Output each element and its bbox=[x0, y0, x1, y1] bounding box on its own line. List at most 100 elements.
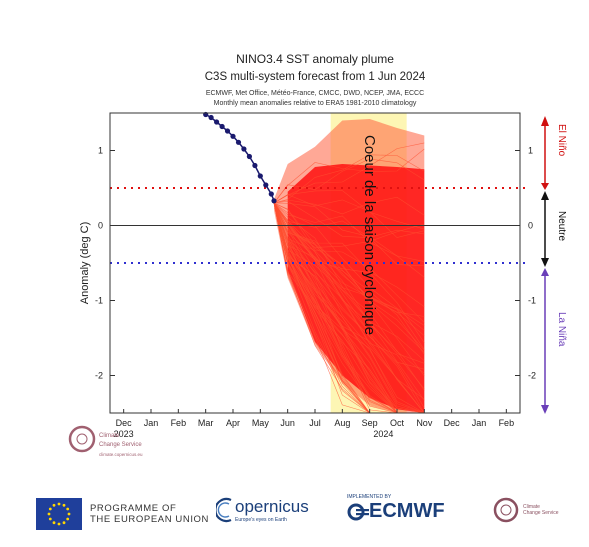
el-nino-label: El Niño bbox=[556, 124, 567, 157]
el-nino-arrow-tail bbox=[541, 183, 549, 190]
observed-point bbox=[230, 133, 236, 139]
observed-point bbox=[263, 182, 269, 188]
x-tick-label: Feb bbox=[171, 418, 187, 428]
reference-lines-layer bbox=[110, 187, 525, 264]
ensemble-member-line bbox=[273, 148, 425, 204]
observed-point bbox=[235, 139, 242, 145]
observed-point bbox=[224, 128, 231, 134]
y-tick-label-right: 0 bbox=[528, 221, 533, 231]
x-tick-label: Jan bbox=[472, 418, 487, 428]
footer-logos: PROGRAMME OF THE EUROPEAN UNION opernicu… bbox=[0, 488, 589, 547]
observed-point bbox=[252, 162, 258, 169]
chart-title: NINO3.4 SST anomaly plume bbox=[236, 52, 394, 66]
observed-point bbox=[246, 153, 252, 160]
ensemble-member-line bbox=[273, 202, 425, 374]
y-tick-label-left: 0 bbox=[98, 221, 103, 231]
la-nina-arrow-tail bbox=[541, 268, 549, 276]
ensemble-member-line bbox=[273, 196, 425, 216]
x-tick-label: May bbox=[252, 418, 270, 428]
ensemble-member-line bbox=[273, 202, 425, 401]
ecmwf-implemented: IMPLEMENTED BY bbox=[347, 494, 392, 500]
y-tick-label-right: 1 bbox=[528, 146, 533, 156]
eu-flag-icon bbox=[36, 498, 82, 530]
y-tick-label-right: -2 bbox=[528, 371, 536, 381]
x-tick-label: Jul bbox=[309, 418, 321, 428]
la-nina-arrow-head bbox=[541, 405, 549, 414]
x-tick-label: Jan bbox=[144, 418, 159, 428]
y-tick-label-right: -1 bbox=[528, 296, 536, 306]
x-tick-label: Jun bbox=[280, 418, 295, 428]
ensemble-member-line bbox=[273, 158, 425, 204]
ensemble-member-line bbox=[273, 202, 425, 351]
eu-text-line2: THE EUROPEAN UNION bbox=[90, 514, 210, 525]
x-tick-label: Oct bbox=[390, 418, 405, 428]
observed-point bbox=[208, 114, 214, 121]
ensemble-member-line bbox=[273, 202, 425, 364]
x-tick-label: Mar bbox=[198, 418, 214, 428]
watermark-line3: climate.copernicus.eu bbox=[99, 452, 143, 457]
forecast-band bbox=[287, 164, 425, 413]
observed-point bbox=[241, 146, 247, 152]
ensemble-member-line bbox=[273, 202, 425, 336]
ecmwf-logo: IMPLEMENTED BY ECMWF bbox=[347, 494, 445, 523]
ensemble-member-line bbox=[273, 202, 425, 308]
eu-logo: PROGRAMME OF THE EUROPEAN UNION bbox=[36, 498, 209, 530]
x-tick-label: Nov bbox=[416, 418, 433, 428]
ensemble-member-line bbox=[273, 202, 425, 326]
observed-series-layer bbox=[203, 111, 277, 204]
ensemble-member-line bbox=[273, 202, 425, 414]
c3s-ring-icon bbox=[493, 497, 519, 523]
y-axis-label: Anomaly (deg C) bbox=[79, 222, 91, 305]
y-tick-label-left: -2 bbox=[95, 371, 103, 381]
ensemble-member-line bbox=[273, 194, 425, 238]
observed-point bbox=[271, 198, 277, 204]
la-nina-label: La Niña bbox=[556, 312, 567, 347]
ensemble-member-line bbox=[273, 202, 425, 414]
c3s-logo: Climate Change Service bbox=[492, 496, 559, 524]
c3s-line2: Change Service bbox=[523, 510, 559, 516]
ensemble-member-line bbox=[273, 202, 425, 262]
x-tick-label: Dec bbox=[444, 418, 461, 428]
copernicus-word: opernicus bbox=[235, 497, 309, 516]
chart-models: ECMWF, Met Office, Météo-France, CMCC, D… bbox=[206, 90, 424, 97]
ecmwf-word: ECMWF bbox=[369, 500, 445, 522]
x-tick-label: Feb bbox=[499, 418, 515, 428]
axes-layer: Dec Jan Feb Mar Apr May Jun Jul Aug Sep Oct Nov Dec J… bbox=[95, 146, 536, 440]
copernicus-c-icon bbox=[216, 497, 232, 523]
observed-point bbox=[219, 123, 225, 130]
neutral-label: Neutre bbox=[556, 211, 567, 241]
el-nino-arrow-head bbox=[541, 116, 549, 126]
observed-point bbox=[268, 191, 274, 197]
neutral-arrow-head-down bbox=[541, 258, 549, 267]
chart-climatology: Monthly mean anomalies relative to ERA5 … bbox=[214, 100, 417, 107]
c3s-line1: Climate bbox=[523, 504, 540, 510]
ecmwf-mark-icon bbox=[347, 503, 369, 520]
ensemble-member-line bbox=[273, 202, 425, 350]
y-tick-label-left: 1 bbox=[98, 146, 103, 156]
watermark-line2: Change Service bbox=[99, 442, 142, 448]
ensemble-member-line bbox=[273, 202, 425, 238]
observed-point bbox=[214, 119, 220, 125]
ensemble-member-line bbox=[273, 154, 425, 204]
observed-point bbox=[257, 173, 263, 179]
cyclone-season-label: Coeur de la saison cyclonique bbox=[361, 135, 378, 335]
ensemble-member-line bbox=[273, 202, 425, 414]
chart-subtitle: C3S multi-system forecast from 1 Jun 202… bbox=[205, 71, 426, 83]
x-tick-label: Dec bbox=[116, 418, 133, 428]
copernicus-logo: opernicus Europe's eyes on Earth bbox=[216, 496, 309, 524]
ensemble-member-line bbox=[273, 202, 425, 414]
x-tick-label: Aug bbox=[334, 418, 350, 428]
ensemble-member-line bbox=[273, 202, 425, 317]
year-label: 2023 bbox=[114, 429, 134, 439]
neutral-arrow-head-up bbox=[541, 191, 549, 200]
ensemble-member-line bbox=[273, 202, 425, 370]
watermark-line1: Climate bbox=[99, 433, 120, 439]
year-label: 2024 bbox=[373, 429, 393, 439]
ensemble-member-line bbox=[273, 142, 425, 204]
c3s-watermark: Climate Change Service climate.copernicu… bbox=[68, 425, 143, 457]
eu-text-line1: PROGRAMME OF bbox=[90, 503, 177, 514]
ensemble-member-line bbox=[273, 202, 425, 323]
enso-plume-chart: NINO3.4 SST anomaly plume C3S multi-syst… bbox=[68, 52, 567, 457]
y-tick-label-left: -1 bbox=[95, 296, 103, 306]
ensemble-member-line bbox=[273, 200, 425, 267]
